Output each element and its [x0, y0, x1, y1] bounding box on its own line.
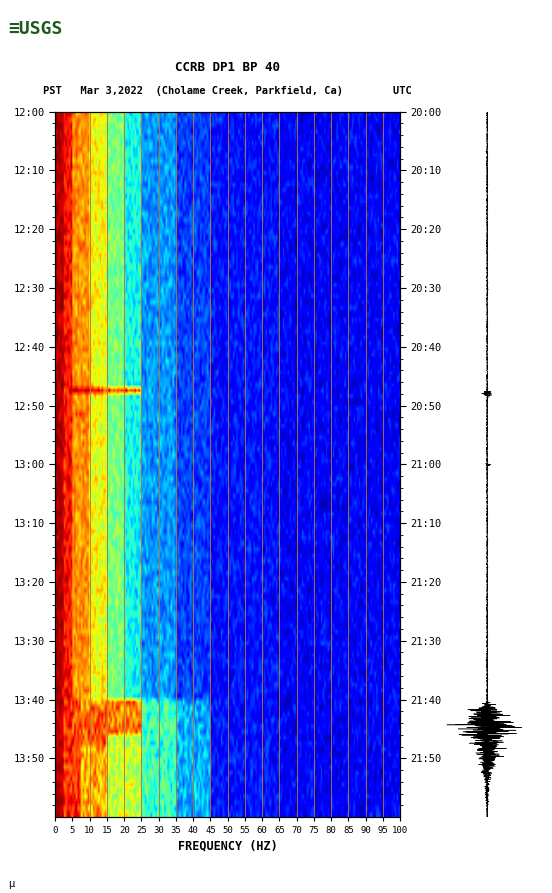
Text: μ: μ — [8, 879, 14, 889]
Text: PST   Mar 3,2022  (Cholame Creek, Parkfield, Ca)        UTC: PST Mar 3,2022 (Cholame Creek, Parkfield… — [43, 86, 412, 96]
Text: CCRB DP1 BP 40: CCRB DP1 BP 40 — [175, 61, 280, 74]
X-axis label: FREQUENCY (HZ): FREQUENCY (HZ) — [178, 839, 278, 852]
Text: ≡USGS: ≡USGS — [8, 20, 63, 38]
